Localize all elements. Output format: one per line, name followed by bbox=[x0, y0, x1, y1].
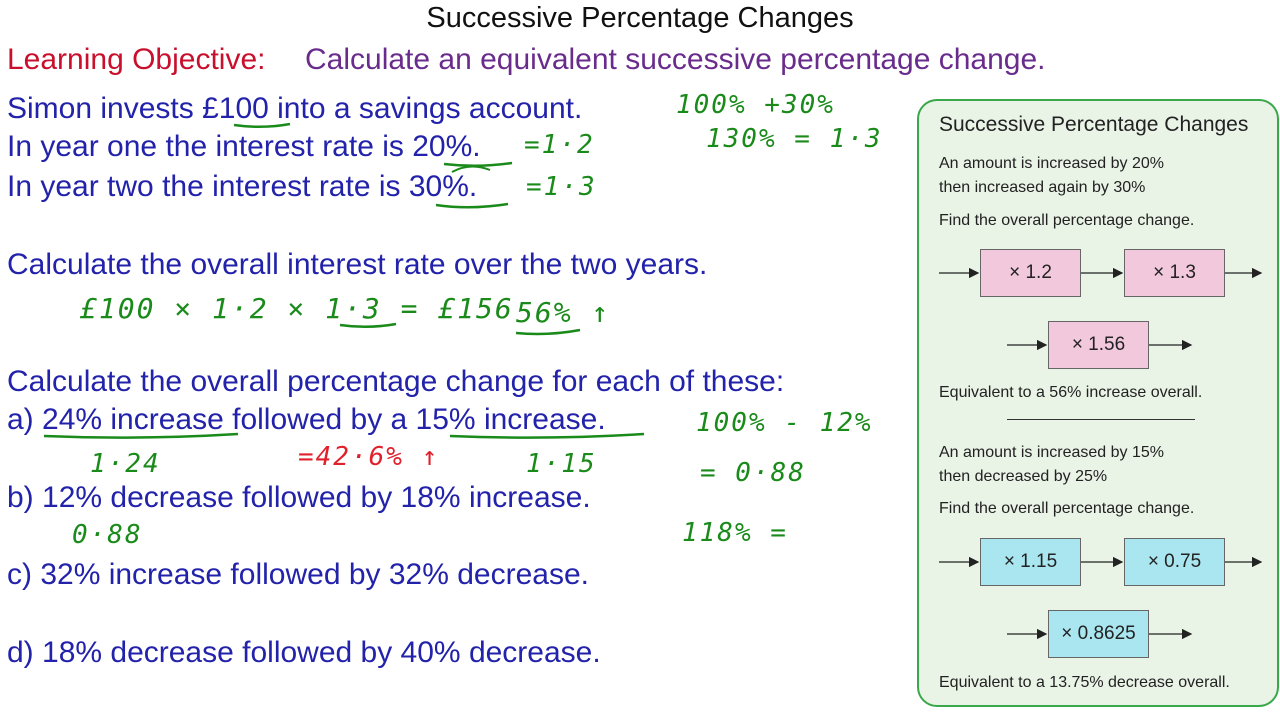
hw-side-note-3: 100% - 12% bbox=[696, 408, 873, 438]
underline-56 bbox=[515, 328, 581, 336]
exercise-prompt: Calculate the overall percentage change … bbox=[7, 365, 785, 398]
hw-result: 56% ↑ bbox=[516, 296, 611, 329]
handwritten-underlines bbox=[43, 122, 645, 439]
page-title: Successive Percentage Changes bbox=[426, 2, 854, 34]
underline-20 bbox=[443, 161, 513, 168]
objective-label: Learning Objective: bbox=[7, 43, 266, 76]
panel-flow-arrows bbox=[939, 267, 1263, 640]
hw-multiplier-2: =1·3 bbox=[526, 172, 597, 202]
hw-side-note-2: 130% = 1·3 bbox=[706, 124, 883, 154]
hw-b-multiplier: 0·88 bbox=[72, 520, 143, 550]
panel-ex2-box-1: × 1.15 bbox=[980, 538, 1081, 586]
hw-side-note-4: = 0·88 bbox=[700, 458, 806, 488]
problem-line-2: In year one the interest rate is 20%. bbox=[7, 130, 481, 163]
problem-question: Calculate the overall interest rate over… bbox=[7, 248, 708, 281]
hw-a-result: =42·6% ↑ bbox=[298, 442, 440, 472]
exercise-d: d) 18% decrease followed by 40% decrease… bbox=[7, 636, 601, 669]
panel-ex1-box-1: × 1.2 bbox=[980, 249, 1081, 297]
panel-ex1-line1: An amount is increased by 20% bbox=[939, 155, 1165, 172]
problem-line-3: In year two the interest rate is 30%. bbox=[7, 170, 478, 203]
panel-ex1-equivalent: Equivalent to a 56% increase overall. bbox=[939, 384, 1203, 401]
panel-ex1-line2: then increased again by 30% bbox=[939, 179, 1146, 196]
panel-ex1-box-2: × 1.3 bbox=[1124, 249, 1225, 297]
panel-ex1-find: Find the overall percentage change. bbox=[939, 212, 1195, 229]
hw-a-multiplier-2: 1·15 bbox=[526, 449, 597, 479]
panel-ex1-box-3: × 1.56 bbox=[1048, 321, 1149, 369]
underline-24-increase bbox=[43, 432, 239, 439]
exercise-a: a) 24% increase followed by a 15% increa… bbox=[7, 403, 606, 436]
reference-panel: Successive Percentage Changes An amount … bbox=[917, 99, 1279, 707]
underline-100 bbox=[233, 122, 291, 128]
panel-ex2-box-2: × 0.75 bbox=[1124, 538, 1225, 586]
underline-20-tick bbox=[451, 165, 491, 173]
underline-30 bbox=[435, 202, 509, 209]
problem-line-1: Simon invests £100 into a savings accoun… bbox=[7, 92, 583, 125]
underline-156 bbox=[339, 322, 397, 328]
panel-ex2-line2: then decreased by 25% bbox=[939, 468, 1108, 485]
exercise-c: c) 32% increase followed by 32% decrease… bbox=[7, 558, 589, 591]
exercise-b: b) 12% decrease followed by 18% increase… bbox=[7, 481, 591, 514]
panel-ex2-box-3: × 0.8625 bbox=[1048, 610, 1149, 658]
underline-15-increase bbox=[449, 432, 645, 439]
objective-text: Calculate an equivalent successive perce… bbox=[305, 43, 1046, 76]
panel-ex2-line1: An amount is increased by 15% bbox=[939, 444, 1165, 461]
hw-side-note-1: 100% +30% bbox=[676, 90, 835, 120]
hw-multiplier-1: =1·2 bbox=[524, 130, 595, 160]
panel-ex2-equivalent: Equivalent to a 13.75% decrease overall. bbox=[939, 674, 1230, 691]
panel-title: Successive Percentage Changes bbox=[939, 113, 1249, 136]
hw-side-note-5: 118% = bbox=[682, 518, 788, 548]
hw-a-multiplier-1: 1·24 bbox=[90, 449, 161, 479]
hw-calculation: £100 × 1·2 × 1·3 = £156 bbox=[80, 292, 514, 325]
panel-divider bbox=[1007, 419, 1195, 420]
panel-ex2-find: Find the overall percentage change. bbox=[939, 500, 1195, 517]
